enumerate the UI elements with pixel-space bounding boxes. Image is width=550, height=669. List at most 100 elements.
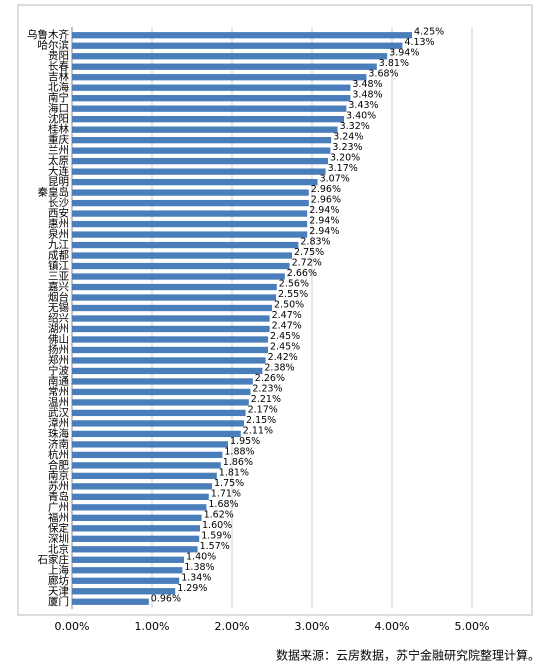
bar — [72, 451, 223, 459]
x-tick-label: 3.00% — [295, 620, 330, 633]
category-label: 武汉 — [48, 406, 69, 419]
value-label: 2.21% — [251, 394, 281, 405]
bar — [72, 199, 309, 207]
chart-border — [17, 4, 533, 616]
bar — [72, 378, 253, 385]
bar — [72, 409, 246, 417]
category-label: 长春 — [48, 61, 69, 73]
value-label: 2.94% — [309, 205, 339, 216]
value-label: 3.20% — [330, 153, 360, 164]
value-label: 1.86% — [223, 457, 253, 468]
value-label: 1.81% — [219, 467, 249, 478]
category-label: 沈阳 — [48, 112, 69, 125]
value-label: 3.32% — [340, 121, 370, 132]
value-label: 1.75% — [214, 478, 244, 489]
x-tick-label: 5.00% — [455, 620, 490, 633]
category-label: 兰州 — [48, 144, 69, 157]
bar — [72, 157, 328, 165]
bar — [72, 441, 228, 448]
value-label: 3.48% — [352, 90, 382, 101]
category-label: 三亚 — [48, 271, 69, 283]
category-label: 珠海 — [48, 427, 69, 440]
category-label: 太原 — [48, 154, 69, 167]
bar — [72, 32, 412, 39]
bar — [72, 294, 276, 301]
category-label: 上海 — [48, 563, 69, 576]
value-label: 2.17% — [248, 404, 278, 415]
bar — [72, 462, 221, 469]
category-label: 昆明 — [48, 176, 69, 188]
category-label: 厦门 — [48, 595, 69, 608]
category-label: 哈尔滨 — [38, 39, 70, 52]
category-label: 九江 — [48, 239, 69, 251]
value-label: 4.25% — [414, 27, 444, 38]
value-label: 3.43% — [348, 100, 378, 111]
value-label: 4.13% — [404, 37, 434, 48]
value-label: 2.50% — [274, 300, 304, 311]
bar — [72, 53, 388, 60]
value-label: 1.57% — [200, 541, 230, 552]
value-label: 1.40% — [186, 551, 216, 562]
bar — [72, 325, 270, 333]
value-label: 1.88% — [224, 446, 254, 457]
x-tick-label: 1.00% — [135, 620, 170, 633]
x-tick-label: 0.00% — [55, 620, 90, 633]
category-label: 石家庄 — [38, 553, 70, 566]
value-label: 0.96% — [151, 593, 181, 604]
category-label: 重庆 — [48, 133, 69, 146]
bar — [72, 535, 200, 542]
bar — [72, 283, 277, 291]
value-label: 3.24% — [333, 132, 363, 143]
value-label: 3.07% — [320, 174, 350, 185]
value-label: 2.45% — [270, 341, 300, 352]
value-label: 1.71% — [211, 488, 241, 499]
bar — [72, 388, 251, 396]
bar — [72, 430, 241, 438]
value-label: 2.42% — [268, 352, 298, 363]
bar — [72, 567, 183, 574]
category-label: 长沙 — [48, 197, 69, 209]
category-label: 大连 — [48, 165, 69, 178]
bar — [72, 137, 332, 144]
bar — [72, 493, 209, 500]
category-label: 成都 — [48, 250, 69, 262]
bar — [72, 556, 184, 563]
bar — [72, 105, 347, 112]
value-label: 2.23% — [252, 383, 282, 394]
category-label: 泉州 — [48, 228, 69, 241]
category-label: 佛山 — [48, 332, 69, 345]
bar — [72, 577, 180, 584]
bar — [72, 588, 176, 595]
value-label: 2.83% — [300, 237, 330, 248]
bar — [72, 210, 308, 217]
value-label: 2.94% — [309, 226, 339, 237]
bar — [72, 231, 308, 238]
bar — [72, 147, 331, 154]
value-label: 1.34% — [181, 572, 211, 583]
category-label: 苏州 — [48, 479, 69, 492]
value-label: 3.17% — [328, 163, 358, 174]
category-label: 西安 — [48, 207, 69, 220]
category-label: 南通 — [48, 374, 69, 387]
category-label: 嘉兴 — [48, 280, 69, 293]
value-label: 1.38% — [184, 562, 214, 573]
bar — [72, 336, 268, 343]
value-label: 2.26% — [255, 373, 285, 384]
value-label: 1.60% — [202, 520, 232, 531]
category-label: 惠州 — [48, 217, 69, 230]
category-label: 无锡 — [48, 301, 69, 314]
bar — [72, 367, 263, 375]
category-label: 桂林 — [48, 123, 69, 136]
value-label: 2.47% — [272, 310, 302, 321]
value-label: 2.11% — [243, 425, 273, 436]
category-label: 福州 — [48, 511, 69, 524]
bar — [72, 483, 212, 490]
value-label: 2.96% — [311, 184, 341, 195]
value-label: 2.56% — [279, 279, 309, 290]
category-label: 南宁 — [48, 91, 69, 104]
bar — [72, 189, 309, 196]
bar — [72, 598, 149, 605]
bar — [72, 178, 318, 186]
category-label: 温州 — [48, 396, 69, 408]
